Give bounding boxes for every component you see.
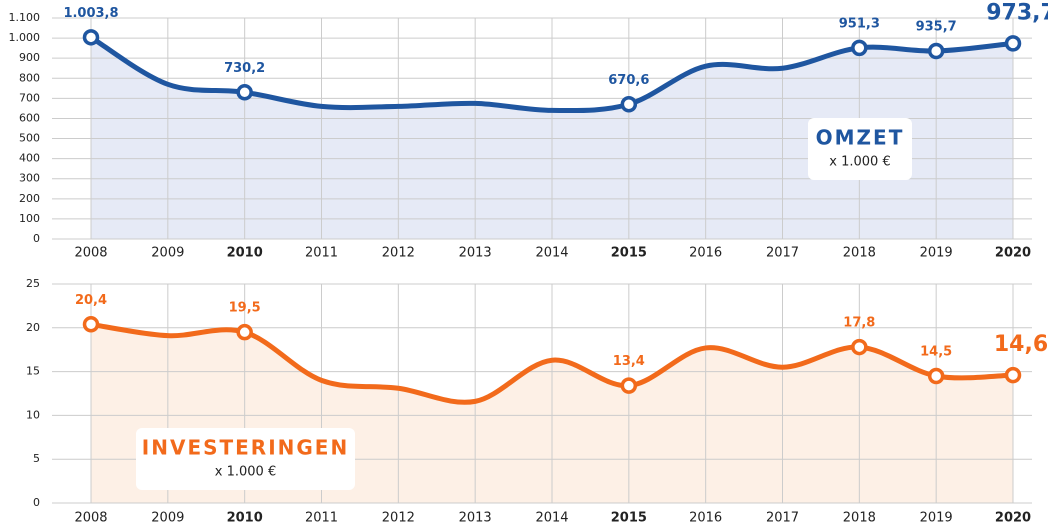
x-tick-label: 2009 <box>151 246 184 261</box>
x-tick-label: 2020 <box>995 246 1031 261</box>
marker <box>851 338 868 356</box>
x-tick-label: 2015 <box>611 511 647 526</box>
x-tick-label: 2014 <box>535 246 568 261</box>
marker <box>1004 35 1022 52</box>
marker <box>82 316 100 333</box>
x-tick-label: 2012 <box>382 246 415 261</box>
x-tick-label: 2016 <box>689 246 722 261</box>
data-label: 1.003,8 <box>63 6 118 21</box>
x-tick-label: 2008 <box>74 511 107 526</box>
x-tick-label: 2010 <box>227 246 263 261</box>
marker <box>1004 366 1022 384</box>
y-tick-label: 600 <box>19 111 40 124</box>
x-tick-label: 2020 <box>995 511 1031 526</box>
y-tick-label: 25 <box>26 277 40 290</box>
marker <box>82 29 100 46</box>
legend-box <box>808 118 912 180</box>
legend-unit: x 1.000 € <box>829 155 890 170</box>
x-tick-label: 2010 <box>227 511 263 526</box>
marker <box>236 84 253 101</box>
legend-title: OMZET <box>816 126 905 150</box>
x-tick-label: 2019 <box>920 511 953 526</box>
x-tick-label: 2015 <box>611 246 647 261</box>
marker <box>851 39 868 57</box>
x-tick-label: 2017 <box>766 511 799 526</box>
data-label: 935,7 <box>916 20 957 35</box>
x-tick-label: 2011 <box>305 511 338 526</box>
x-tick-label: 2016 <box>689 511 722 526</box>
x-tick-label: 2014 <box>535 511 568 526</box>
x-tick-label: 2008 <box>74 246 107 261</box>
y-tick-label: 700 <box>19 91 40 104</box>
data-label: 13,4 <box>613 354 645 369</box>
x-tick-label: 2011 <box>305 246 338 261</box>
data-label: 14,5 <box>920 344 952 359</box>
y-tick-label: 1.000 <box>9 31 41 44</box>
y-tick-label: 0 <box>33 496 40 509</box>
y-tick-label: 100 <box>19 212 40 225</box>
y-tick-label: 400 <box>19 152 40 165</box>
x-tick-label: 2019 <box>920 246 953 261</box>
y-tick-label: 900 <box>19 51 40 64</box>
x-tick-label: 2013 <box>459 246 492 261</box>
y-tick-label: 800 <box>19 71 40 84</box>
legend-box <box>136 428 355 490</box>
data-label: 20,4 <box>75 293 107 308</box>
y-tick-label: 20 <box>26 321 40 334</box>
x-tick-label: 2018 <box>843 246 876 261</box>
marker <box>927 42 945 60</box>
data-label: 951,3 <box>839 16 880 31</box>
legend-unit: x 1.000 € <box>215 465 276 480</box>
marker <box>927 367 945 385</box>
marker <box>236 323 253 341</box>
data-label: 730,2 <box>224 61 265 76</box>
data-label: 973,7 <box>986 0 1048 25</box>
y-tick-label: 15 <box>26 365 40 378</box>
y-tick-label: 5 <box>33 452 40 465</box>
data-label: 670,6 <box>608 73 649 88</box>
y-tick-label: 1.100 <box>9 11 41 24</box>
x-tick-label: 2013 <box>459 511 492 526</box>
x-tick-label: 2009 <box>151 511 184 526</box>
marker <box>620 96 638 113</box>
x-tick-label: 2017 <box>766 246 799 261</box>
y-tick-label: 10 <box>26 408 40 421</box>
y-tick-label: 500 <box>19 132 40 145</box>
legend-title: INVESTERINGEN <box>142 436 349 460</box>
y-tick-label: 0 <box>33 232 40 245</box>
marker <box>620 377 638 394</box>
y-tick-label: 200 <box>19 192 40 205</box>
data-label: 14,6 <box>994 332 1048 357</box>
x-tick-label: 2012 <box>382 511 415 526</box>
x-tick-label: 2018 <box>843 511 876 526</box>
data-label: 17,8 <box>843 316 875 331</box>
data-label: 19,5 <box>229 301 261 316</box>
y-tick-label: 300 <box>19 172 40 185</box>
